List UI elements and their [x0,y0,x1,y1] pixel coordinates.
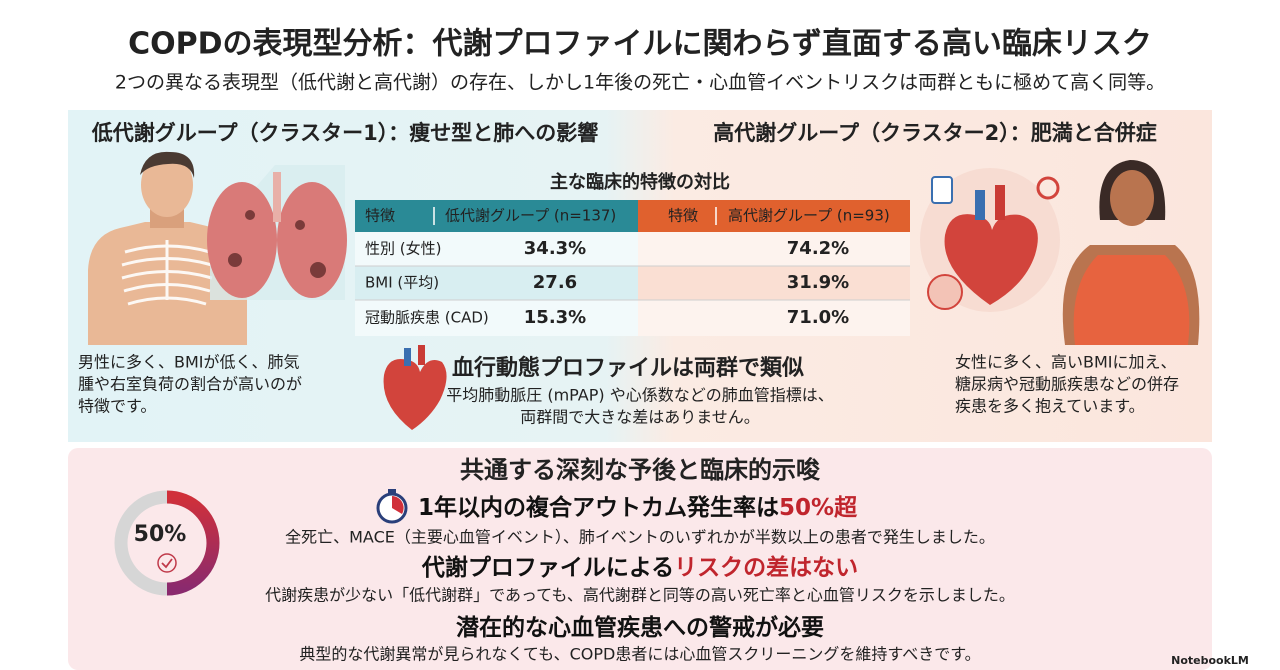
title: COPDの表現型分析：代謝プロファイルに関わらず直面する高い臨床リスク [128,27,1152,62]
cell-value: 31.9% [787,272,849,293]
hemodynamics-text: 平均肺動脈圧 (mPAP) や心係数などの肺血管指標は、 [446,386,833,405]
description: 疾患を多く抱えています。 [955,397,1145,416]
description: 糖尿病や冠動脈疾患などの併存 [955,375,1179,394]
cell-value: 74.2% [787,238,849,259]
point-text: 典型的な代謝異常が見られなくても、COPD患者には心血管スクリーニングを維持すべ… [299,645,980,664]
watermark: NotebookLM [1171,654,1249,667]
man-illustration [88,151,247,345]
cell-value: 15.3% [524,307,586,328]
row-label: 冠動脈疾患 (CAD) [365,309,489,327]
table-header: 高代謝グループ (n=93) [728,207,890,225]
woman-illustration [1062,160,1200,345]
description: 女性に多く、高いBMIに加え、 [955,353,1177,372]
cell-value: 34.3% [524,238,586,259]
point-heading: 潜在的な心血管疾患への警戒が必要 [456,614,824,641]
description: 腫や右室負荷の割合が高いのが [78,375,302,394]
heart-icon [383,345,447,430]
implications-heading: 共通する深刻な予後と臨床的示唆 [460,456,821,484]
heading-part: 代謝プロファイルによる [421,554,674,581]
hemodynamics-text: 両群間で大きな差はありません。 [520,408,760,427]
point-text: 全死亡、MACE（主要心血管イベント）、肺イベントのいずれかが半数以上の患者で発… [285,528,995,547]
group-heading: 高代謝グループ（クラスター2）：肥満と合併症 [713,121,1156,145]
table-header: 特徴 [365,207,395,225]
heart-illustration [920,168,1060,312]
point-heading: 1年以内の複合アウトカム発生率は50%超 [418,494,858,521]
donut-label: 50% [134,522,187,547]
description: 特徴です。 [78,397,156,416]
row-label: 性別 (女性) [365,240,441,258]
table-grid [355,200,910,336]
hemodynamics-heading: 血行動態プロファイルは両群で類似 [452,355,804,381]
subtitle: 2つの異なる表現型（低代謝と高代謝）の存在、しかし1年後の死亡・心血管イベントリ… [115,72,1165,94]
point-text: 代謝疾患が少ない「低代謝群」であっても、高代謝群と同等の高い死亡率と心血管リスク… [265,586,1015,605]
point-heading: 代謝プロファイルによるリスクの差はない [421,554,858,581]
heading-part: 50%超 [779,495,858,521]
stopwatch-icon [376,489,408,524]
table-header: 特徴 [668,207,698,225]
description: 男性に多く、BMIが低く、肺気 [78,353,300,372]
row-label: BMI (平均) [365,274,439,292]
cell-value: 71.0% [787,307,849,328]
table-header: 低代謝グループ (n=137) [445,207,616,225]
table-title: 主な臨床的特徴の対比 [550,171,730,193]
donut-arc [166,490,220,596]
check-icon [157,553,177,573]
lungs-illustration [207,165,347,300]
cell-value: 27.6 [533,272,577,293]
bottom-panel [68,448,1212,670]
heading-part: リスクの差はない [674,554,858,581]
group-heading: 低代謝グループ（クラスター1）：痩せ型と肺への影響 [91,121,598,145]
heading-part: 1年以内の複合アウトカム発生率は [418,494,779,521]
heading-part: 潜在的な心血管疾患への警戒が必要 [456,614,824,641]
